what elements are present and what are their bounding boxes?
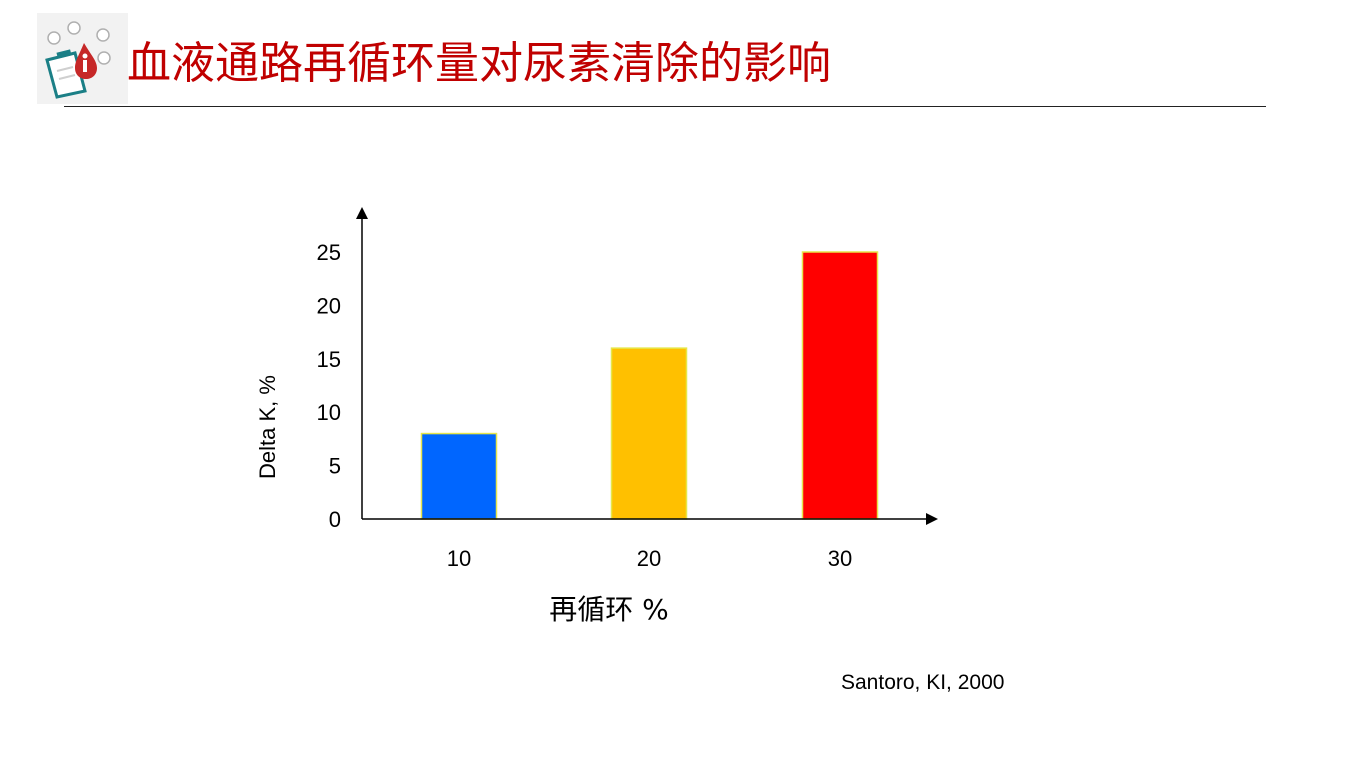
x-tick-label: 10 [447, 546, 471, 571]
y-axis-label: Delta K, % [255, 375, 280, 479]
y-tick-labels: 0 5 10 15 20 25 [317, 240, 341, 532]
bar-20 [610, 347, 688, 520]
bar-30 [801, 251, 879, 520]
citation: Santoro, KI, 2000 [841, 671, 1005, 694]
x-axis-label: 再循环 % [549, 593, 669, 626]
y-tick-label: 10 [317, 400, 341, 425]
bar-10 [420, 432, 498, 520]
y-tick-label: 25 [317, 240, 341, 265]
y-tick-label: 20 [317, 293, 341, 318]
logo [37, 13, 128, 104]
bars-group [420, 251, 879, 520]
x-tick-labels: 10 20 30 [447, 546, 852, 571]
y-tick-label: 15 [317, 347, 341, 372]
x-tick-label: 30 [828, 546, 852, 571]
x-tick-label: 20 [637, 546, 661, 571]
y-tick-label: 0 [329, 507, 341, 532]
medical-clipboard-blood-drop-icon [45, 21, 111, 99]
title-divider [64, 106, 1266, 107]
y-tick-label: 5 [329, 454, 341, 479]
slide-title: 血液通路再循环量对尿素清除的影响 [127, 38, 831, 89]
